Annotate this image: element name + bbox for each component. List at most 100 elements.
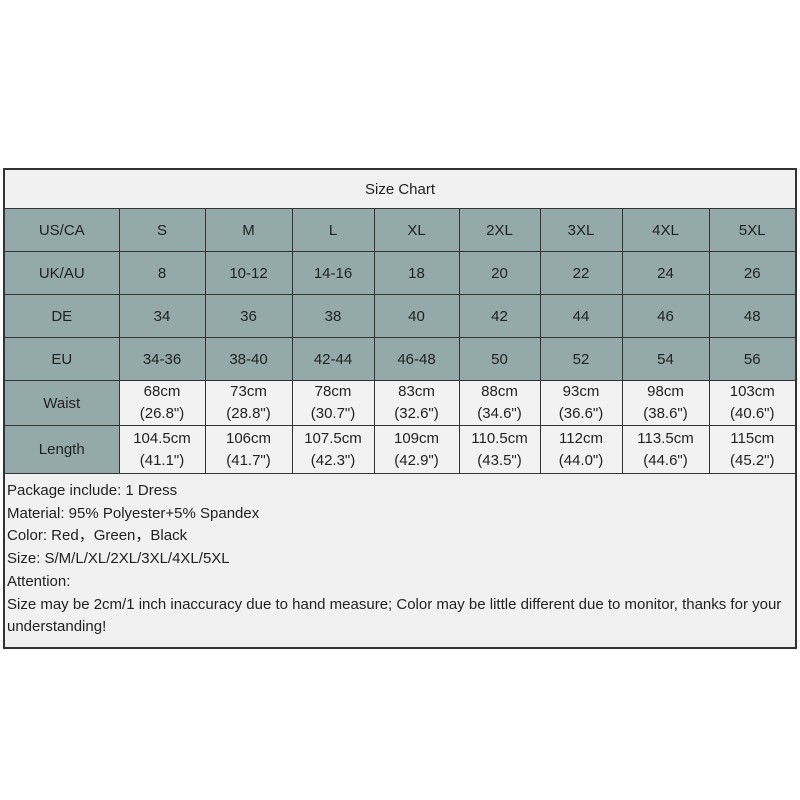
measure-cell: 107.5cm (42.3") bbox=[291, 425, 375, 474]
size-table: Size Chart US/CA S M L XL 2XL 3XL 4XL 5XL UK/AU 8 1… bbox=[5, 170, 795, 474]
size-cell: XL bbox=[373, 208, 460, 252]
cm-value: 78cm bbox=[314, 383, 352, 400]
size-cell: 36 bbox=[204, 294, 293, 338]
inch-value: (42.3") bbox=[310, 451, 356, 469]
size-cell: 54 bbox=[621, 337, 710, 381]
note-line: Size may be 2cm/1 inch inaccuracy due to… bbox=[7, 595, 782, 636]
size-cell: 18 bbox=[373, 251, 460, 295]
measure-cell: 103cm (40.6") bbox=[708, 380, 795, 426]
chart-title: Size Chart bbox=[5, 170, 795, 209]
measure-cell: 98cm (38.6") bbox=[621, 380, 710, 426]
size-cell: 50 bbox=[458, 337, 541, 381]
size-cell: 24 bbox=[621, 251, 710, 295]
size-cell: 46 bbox=[621, 294, 710, 338]
inch-value: (26.8") bbox=[139, 405, 185, 422]
cm-value: 83cm bbox=[398, 383, 435, 400]
row-label: DE bbox=[5, 294, 120, 338]
cm-value: 110.5cm bbox=[471, 429, 528, 447]
cm-value: 93cm bbox=[562, 383, 600, 400]
size-cell: 20 bbox=[458, 251, 541, 295]
inch-value: (43.5") bbox=[477, 451, 522, 469]
cm-value: 88cm bbox=[481, 383, 518, 400]
size-row: EU 34-36 38-40 42-44 46-48 50 52 54 56 bbox=[5, 337, 795, 381]
size-cell: 5XL bbox=[708, 208, 795, 252]
size-cell: 8 bbox=[118, 251, 206, 295]
measure-cell: 83cm (32.6") bbox=[373, 380, 460, 426]
measure-cell: 106cm (41.7") bbox=[204, 425, 293, 474]
inch-value: (42.9") bbox=[394, 451, 439, 469]
size-cell: 34 bbox=[118, 294, 206, 338]
size-row: UK/AU 8 10-12 14-16 18 20 22 24 26 bbox=[5, 251, 795, 295]
measure-cell: 112cm (44.0") bbox=[539, 425, 623, 474]
cm-value: 106cm bbox=[225, 429, 272, 447]
cm-value: 98cm bbox=[647, 383, 684, 400]
cm-value: 109cm bbox=[393, 429, 440, 447]
measure-cell: 109cm (42.9") bbox=[373, 425, 460, 474]
inch-value: (44.0") bbox=[558, 451, 604, 469]
inch-value: (34.6") bbox=[477, 405, 522, 422]
size-cell: 14-16 bbox=[291, 251, 375, 295]
note-line: Size: S/M/L/XL/2XL/3XL/4XL/5XL bbox=[7, 550, 230, 568]
measure-cell: 115cm (45.2") bbox=[708, 425, 795, 474]
measure-cell: 73cm (28.8") bbox=[204, 380, 293, 426]
size-cell: 56 bbox=[708, 337, 795, 381]
inch-value: (36.6") bbox=[558, 405, 604, 422]
size-cell: 48 bbox=[708, 294, 795, 338]
cm-value: 103cm bbox=[729, 383, 775, 400]
size-cell: 38-40 bbox=[204, 337, 293, 381]
size-cell: M bbox=[204, 208, 293, 252]
measure-cell: 110.5cm (43.5") bbox=[458, 425, 541, 474]
size-cell: 52 bbox=[539, 337, 623, 381]
note-line: Material: 95% Polyester+5% Spandex bbox=[7, 504, 260, 522]
cm-value: 115cm bbox=[730, 429, 775, 447]
inch-value: (40.6") bbox=[729, 405, 775, 422]
note-line: Color: Red，Green，Black bbox=[7, 527, 188, 545]
size-cell: 40 bbox=[373, 294, 460, 338]
cm-value: 112cm bbox=[559, 429, 603, 447]
size-cell: 3XL bbox=[539, 208, 623, 252]
inch-value: (30.7") bbox=[310, 405, 356, 422]
size-cell: 34-36 bbox=[118, 337, 206, 381]
cm-value: 73cm bbox=[230, 383, 267, 400]
size-cell: 38 bbox=[291, 294, 375, 338]
row-label: US/CA bbox=[5, 208, 120, 252]
inch-value: (41.1") bbox=[139, 451, 185, 469]
inch-value: (44.6") bbox=[643, 451, 688, 469]
inch-value: (45.2") bbox=[729, 451, 775, 469]
measure-cell: 88cm (34.6") bbox=[458, 380, 541, 426]
size-cell: 2XL bbox=[458, 208, 541, 252]
cm-value: 113.5cm bbox=[637, 429, 694, 447]
size-cell: S bbox=[118, 208, 206, 252]
product-notes: Package include: 1 Dress Material: 95% Po… bbox=[5, 474, 795, 647]
cm-value: 68cm bbox=[143, 383, 181, 400]
size-row: DE 34 36 38 40 42 44 46 48 bbox=[5, 294, 795, 338]
size-cell: 42 bbox=[458, 294, 541, 338]
measure-cell: 68cm (26.8") bbox=[118, 380, 206, 426]
size-cell: 46-48 bbox=[373, 337, 460, 381]
size-cell: 26 bbox=[708, 251, 795, 295]
note-line: Attention: bbox=[7, 572, 71, 590]
inch-value: (28.8") bbox=[226, 405, 271, 422]
measure-row: Waist 68cm (26.8") 73cm (28.8") 78cm (30.7") 83… bbox=[5, 380, 795, 426]
note-line: Package include: 1 Dress bbox=[7, 482, 178, 499]
measure-cell: 93cm (36.6") bbox=[539, 380, 623, 426]
size-cell: 42-44 bbox=[291, 337, 375, 381]
size-cell: 44 bbox=[539, 294, 623, 338]
size-cell: 22 bbox=[539, 251, 623, 295]
cm-value: 107.5cm bbox=[304, 429, 362, 447]
size-row: US/CA S M L XL 2XL 3XL 4XL 5XL bbox=[5, 208, 795, 252]
inch-value: (41.7") bbox=[226, 451, 271, 469]
size-cell: 4XL bbox=[621, 208, 710, 252]
row-label: Length bbox=[5, 425, 120, 474]
row-label: UK/AU bbox=[5, 251, 120, 295]
size-cell: L bbox=[291, 208, 375, 252]
measure-cell: 113.5cm (44.6") bbox=[621, 425, 710, 474]
size-chart: Size Chart US/CA S M L XL 2XL 3XL 4XL 5XL UK/AU 8 1… bbox=[3, 168, 797, 649]
inch-value: (38.6") bbox=[643, 405, 688, 422]
row-label: Waist bbox=[5, 380, 120, 426]
measure-cell: 78cm (30.7") bbox=[291, 380, 375, 426]
measure-cell: 104.5cm (41.1") bbox=[118, 425, 206, 474]
cm-value: 104.5cm bbox=[133, 429, 191, 447]
measure-row: Length 104.5cm (41.1") 106cm (41.7") 107.5cm (… bbox=[5, 425, 795, 474]
inch-value: (32.6") bbox=[394, 405, 439, 422]
